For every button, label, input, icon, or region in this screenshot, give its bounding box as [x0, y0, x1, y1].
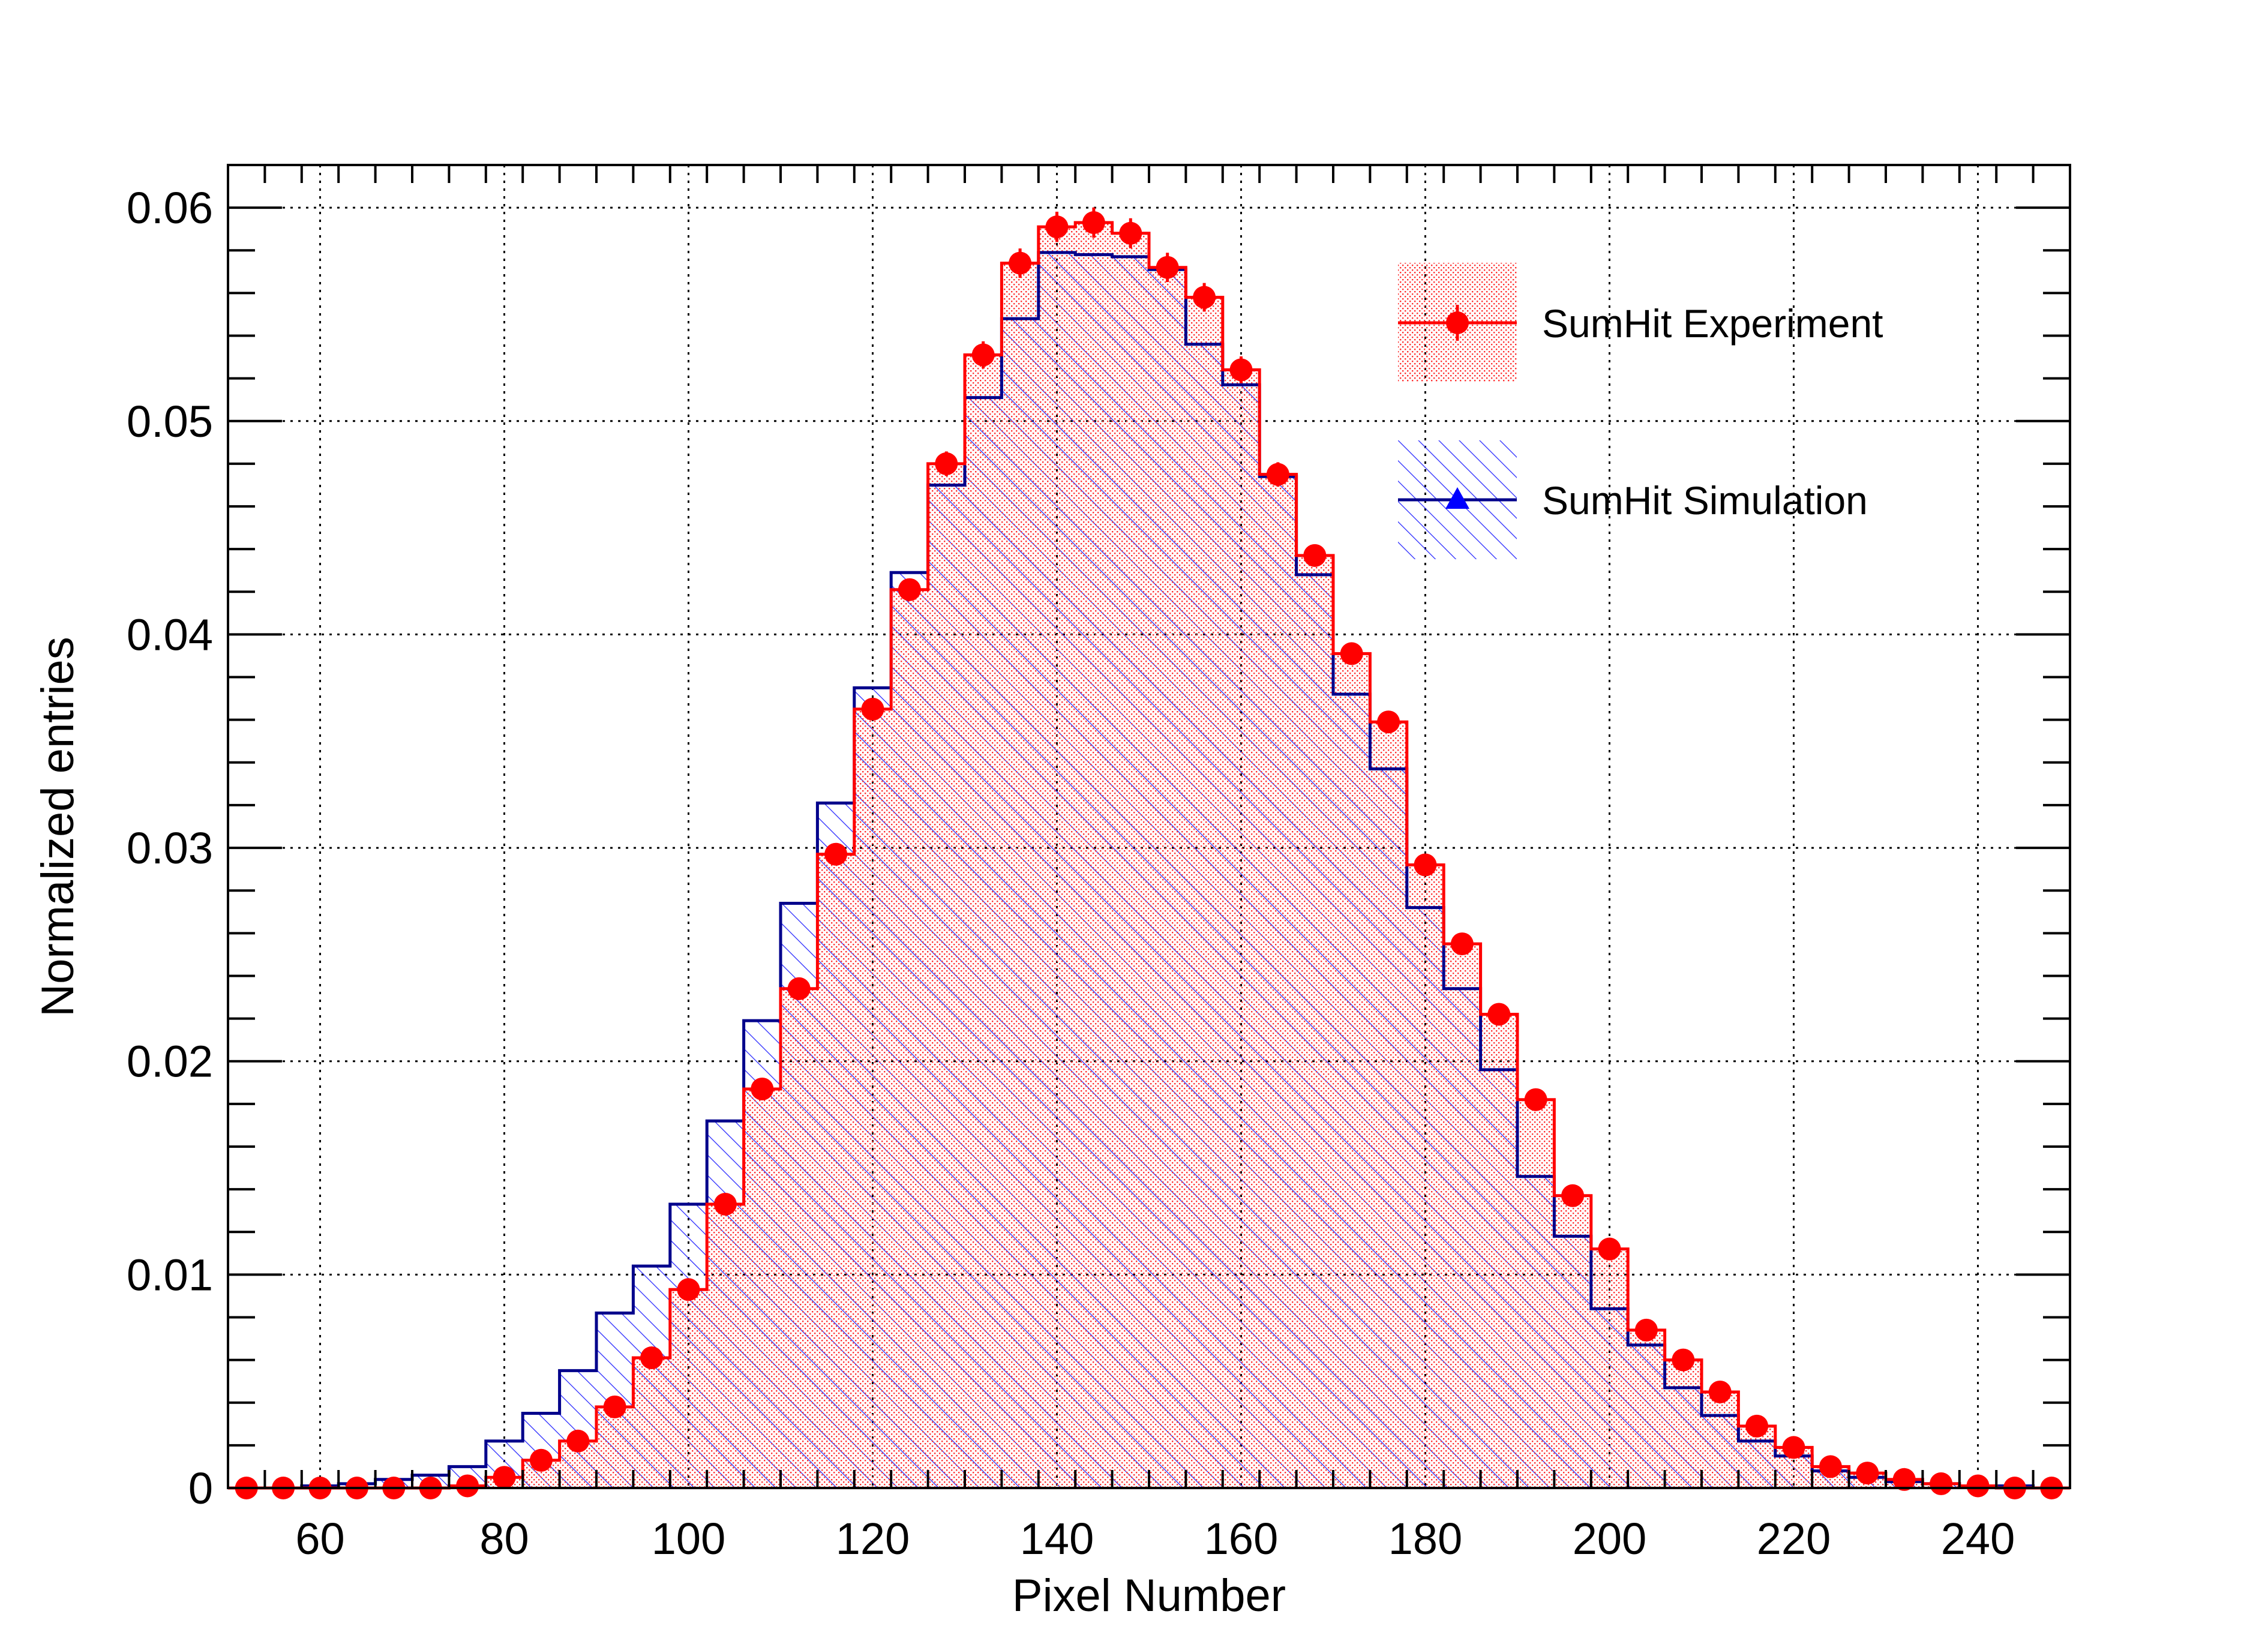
experiment-point [1193, 286, 1216, 309]
x-tick-label: 140 [1020, 1514, 1094, 1564]
x-tick-label: 160 [1204, 1514, 1278, 1564]
tick-labels: 60 80 100 120 140 160 180 200 220 240 0 0.01 0.02 0.0… [127, 183, 2015, 1564]
experiment-point [1672, 1348, 1695, 1372]
y-tick-label: 0.01 [127, 1250, 213, 1300]
experiment-point [861, 697, 884, 721]
legend: SumHit Experiment SumHit Simulation [1398, 263, 1883, 559]
experiment-point [1930, 1472, 1953, 1495]
experiment-point [566, 1429, 590, 1453]
legend-simulation-marker [1445, 487, 1469, 509]
experiment-point [1561, 1184, 1585, 1207]
axes [227, 164, 2071, 1489]
experiment-point [1266, 463, 1289, 486]
y-tick-label: 0 [188, 1463, 213, 1513]
experiment-point [1856, 1462, 1879, 1485]
experiment-point [1524, 1088, 1547, 1111]
y-axis-title: Normalized entries [32, 637, 83, 1017]
y-tick-label: 0.05 [127, 397, 213, 446]
y-tick-label: 0.04 [127, 610, 213, 659]
experiment-point [713, 1192, 737, 1216]
experiment-point [1708, 1380, 1732, 1403]
x-tick-label: 100 [652, 1514, 725, 1564]
experiment-point [456, 1474, 479, 1498]
experiment-point [1156, 256, 1179, 279]
experiment-point [1892, 1468, 1916, 1491]
experiment-point [971, 343, 995, 367]
experiment-point [1598, 1237, 1621, 1261]
x-tick-label: 120 [836, 1514, 910, 1564]
y-tick-label: 0.06 [127, 183, 213, 233]
experiment-point [493, 1466, 516, 1489]
experiment-point [1045, 215, 1069, 239]
legend-entry-experiment: SumHit Experiment [1398, 263, 1883, 382]
experiment-point [1009, 251, 1032, 275]
legend-simulation-label: SumHit Simulation [1542, 478, 1868, 523]
experiment-point [1229, 358, 1253, 382]
experiment-point [640, 1346, 664, 1370]
legend-experiment-marker [1446, 311, 1469, 334]
x-tick-label: 220 [1757, 1514, 1831, 1564]
experiment-point [787, 977, 811, 1000]
experiment-point [677, 1278, 700, 1301]
y-tick-label: 0.03 [127, 823, 213, 873]
x-tick-label: 80 [479, 1514, 529, 1564]
x-tick-label: 180 [1388, 1514, 1462, 1564]
legend-experiment-label: SumHit Experiment [1542, 301, 1883, 346]
experiment-point [1634, 1318, 1658, 1342]
experiment-fill [228, 223, 2070, 1489]
experiment-point [1487, 1003, 1511, 1026]
experiment-point [1782, 1436, 1805, 1459]
experiment-point [1340, 642, 1363, 665]
experiment-dotted-area [228, 223, 2070, 1489]
experiment-point [898, 578, 921, 601]
x-axis-title: Pixel Number [1012, 1570, 1286, 1621]
experiment-point [751, 1077, 774, 1100]
experiment-point [1119, 221, 1142, 245]
experiment-point [1303, 544, 1327, 567]
y-tick-label: 0.02 [127, 1037, 213, 1087]
x-tick-label: 200 [1573, 1514, 1646, 1564]
experiment-point [529, 1448, 553, 1472]
x-tick-label: 60 [295, 1514, 344, 1564]
experiment-point [824, 842, 848, 866]
x-tick-label: 240 [1941, 1514, 2015, 1564]
experiment-point [1450, 932, 1474, 956]
experiment-point [603, 1395, 626, 1418]
experiment-point [1745, 1414, 1769, 1438]
experiment-point [935, 452, 958, 475]
legend-entry-simulation: SumHit Simulation [1398, 440, 1868, 559]
experiment-point [1082, 211, 1105, 235]
experiment-point [1819, 1455, 1842, 1478]
experiment-point [1414, 853, 1437, 877]
experiment-point [1377, 710, 1400, 734]
experiment-point [1966, 1474, 1990, 1498]
